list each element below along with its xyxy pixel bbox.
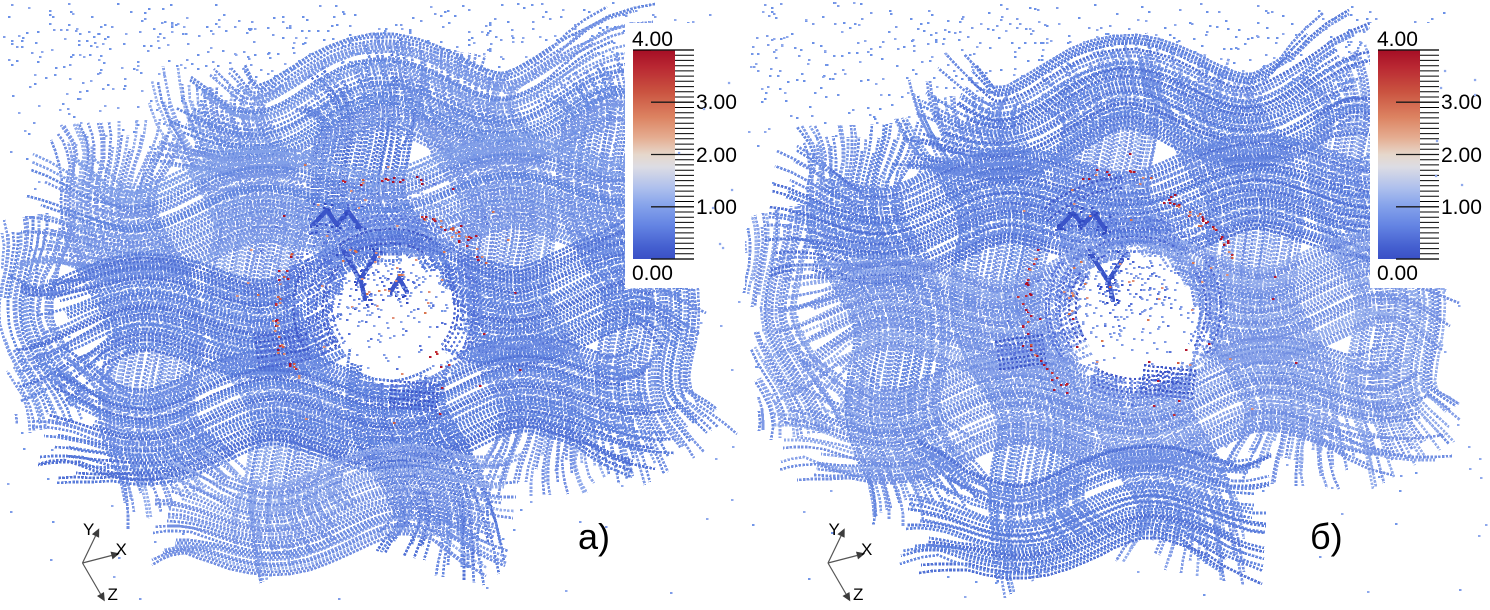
svg-text:4.00: 4.00 bbox=[1377, 28, 1418, 51]
svg-text:3.00: 3.00 bbox=[696, 91, 737, 114]
svg-text:Z: Z bbox=[853, 585, 863, 604]
svg-text:Y: Y bbox=[829, 520, 840, 539]
svg-text:3.00: 3.00 bbox=[1441, 91, 1482, 114]
svg-text:1.00: 1.00 bbox=[1441, 196, 1482, 219]
svg-text:0.00: 0.00 bbox=[632, 262, 673, 285]
svg-text:Z: Z bbox=[108, 585, 118, 604]
svg-text:1.00: 1.00 bbox=[696, 196, 737, 219]
svg-text:б): б) bbox=[1310, 516, 1343, 557]
svg-text:2.00: 2.00 bbox=[696, 144, 737, 167]
svg-text:а): а) bbox=[578, 516, 610, 557]
svg-text:0.00: 0.00 bbox=[1377, 262, 1418, 285]
svg-text:Y: Y bbox=[83, 520, 94, 539]
svg-text:X: X bbox=[861, 540, 872, 559]
svg-text:2.00: 2.00 bbox=[1441, 144, 1482, 167]
svg-text:X: X bbox=[116, 540, 127, 559]
svg-text:4.00: 4.00 bbox=[632, 28, 673, 51]
